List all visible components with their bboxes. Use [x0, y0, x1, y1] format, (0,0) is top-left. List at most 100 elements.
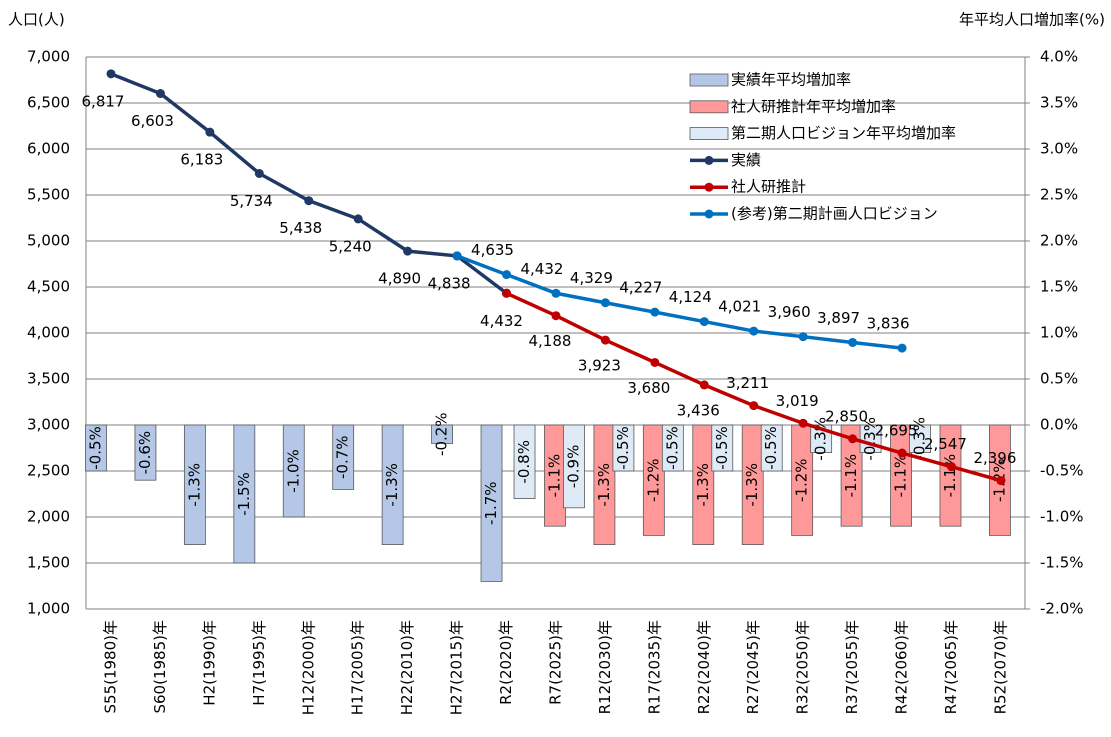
bar-value-label: -1.2% — [793, 458, 811, 502]
y2-tick-label: -0.5% — [1040, 462, 1084, 480]
bar-value-label: -1.3% — [595, 463, 613, 507]
x-tick-label: R12(2030)年 — [596, 620, 614, 714]
x-tick-label: H7(1995)年 — [250, 620, 268, 706]
point-value-label: 5,240 — [329, 237, 372, 255]
point — [897, 448, 907, 458]
point — [650, 307, 660, 317]
line — [456, 254, 903, 350]
point — [848, 337, 858, 347]
bar-value-label: -0.5% — [87, 426, 105, 470]
bar — [939, 424, 962, 527]
legend-label: (参考)第二期計画人口ビジョン — [731, 205, 938, 223]
x-tick-label: R22(2040)年 — [695, 620, 713, 714]
point — [452, 251, 462, 261]
point — [996, 476, 1006, 486]
bar-value-label: -1.1% — [842, 454, 860, 498]
point-value-label: 3,680 — [627, 379, 670, 397]
point — [946, 462, 956, 472]
y-tick-label: 6,500 — [27, 94, 70, 112]
point — [897, 343, 907, 353]
legend-swatch — [689, 127, 729, 140]
y2-tick-label: 0.5% — [1040, 370, 1078, 388]
y-tick-label: 5,500 — [27, 186, 70, 204]
y2-tick-label: 4.0% — [1040, 48, 1078, 66]
x-tick-label: R32(2050)年 — [794, 620, 812, 714]
line — [110, 72, 508, 295]
bar — [282, 424, 305, 518]
bar — [593, 424, 616, 545]
point — [502, 270, 512, 280]
y-tick-label: 6,000 — [27, 140, 70, 158]
point — [600, 298, 610, 308]
bar — [612, 424, 635, 472]
y2-axis-title: 年平均人口増加率(%) — [959, 11, 1105, 29]
bar-value-label: -0.7% — [334, 435, 352, 479]
x-tick-label: H17(2005)年 — [349, 620, 367, 715]
point — [798, 332, 808, 342]
bar-value-label: -1.3% — [383, 463, 401, 507]
point — [502, 288, 512, 298]
y-tick-label: 1,500 — [27, 554, 70, 572]
bar — [909, 424, 931, 454]
y2-tick-label: -1.5% — [1040, 554, 1084, 572]
point-value-label: 2,850 — [825, 407, 868, 425]
point-value-label: 4,021 — [718, 298, 761, 316]
bar-value-label: -1.5% — [235, 472, 253, 516]
bar — [513, 424, 536, 499]
point-value-label: 3,897 — [817, 309, 860, 327]
y-tick-label: 2,500 — [27, 462, 70, 480]
y2-tick-label: -1.0% — [1040, 508, 1084, 526]
bar-value-label: -0.3% — [861, 417, 879, 461]
bar — [692, 424, 715, 545]
point — [205, 127, 215, 137]
point-value-label: 4,227 — [619, 279, 662, 297]
x-tick-label: R2(2020)年 — [497, 620, 515, 705]
bar — [711, 424, 734, 472]
point-value-label: 4,838 — [428, 274, 471, 292]
bar — [661, 424, 684, 472]
y2-tick-label: 3.5% — [1040, 94, 1078, 112]
point-value-label: 4,432 — [520, 260, 563, 278]
bar — [183, 424, 206, 545]
bar — [741, 424, 764, 545]
point-value-label: 5,734 — [230, 192, 273, 210]
bar-value-label: -0.5% — [713, 426, 731, 470]
legend-swatch — [689, 100, 729, 114]
y2-tick-label: 1.0% — [1040, 324, 1078, 342]
x-tick-label: R37(2055)年 — [843, 620, 861, 714]
bar — [840, 424, 863, 527]
bar — [134, 424, 157, 481]
x-tick-label: H27(2015)年 — [448, 620, 466, 715]
bar — [381, 424, 404, 545]
point-value-label: 6,603 — [131, 112, 174, 130]
bar-value-label: -0.5% — [614, 426, 632, 470]
x-tick-label: R27(2045)年 — [744, 620, 762, 714]
point-value-label: 4,890 — [378, 270, 421, 288]
y-tick-label: 5,000 — [27, 232, 70, 250]
point-value-label: 6,817 — [82, 92, 125, 110]
point-value-label: 4,635 — [471, 241, 514, 259]
point — [749, 326, 759, 336]
y-tick-label: 3,500 — [27, 370, 70, 388]
x-tick-label: R17(2035)年 — [645, 620, 663, 714]
legend-label: 社人研推計 — [731, 178, 806, 196]
legend-marker — [704, 209, 714, 219]
point-value-label: 2,695 — [875, 422, 918, 440]
point-value-label: 3,960 — [768, 303, 811, 321]
point — [304, 196, 314, 206]
bar-value-label: -1.3% — [185, 463, 203, 507]
bar-value-label: -0.3% — [911, 417, 929, 461]
y-axis-title: 人口(人) — [8, 11, 65, 29]
bar-value-label: -1.3% — [694, 463, 712, 507]
point — [699, 317, 709, 327]
legend-marker — [704, 155, 714, 165]
point — [848, 434, 858, 444]
point-value-label: 2,547 — [924, 435, 967, 453]
bar — [563, 424, 585, 509]
legend-marker — [704, 182, 714, 192]
bar-value-label: -1.1% — [941, 454, 959, 498]
bar — [431, 424, 453, 444]
point-value-label: 4,432 — [480, 312, 523, 330]
x-tick-label: R47(2065)年 — [942, 620, 960, 714]
